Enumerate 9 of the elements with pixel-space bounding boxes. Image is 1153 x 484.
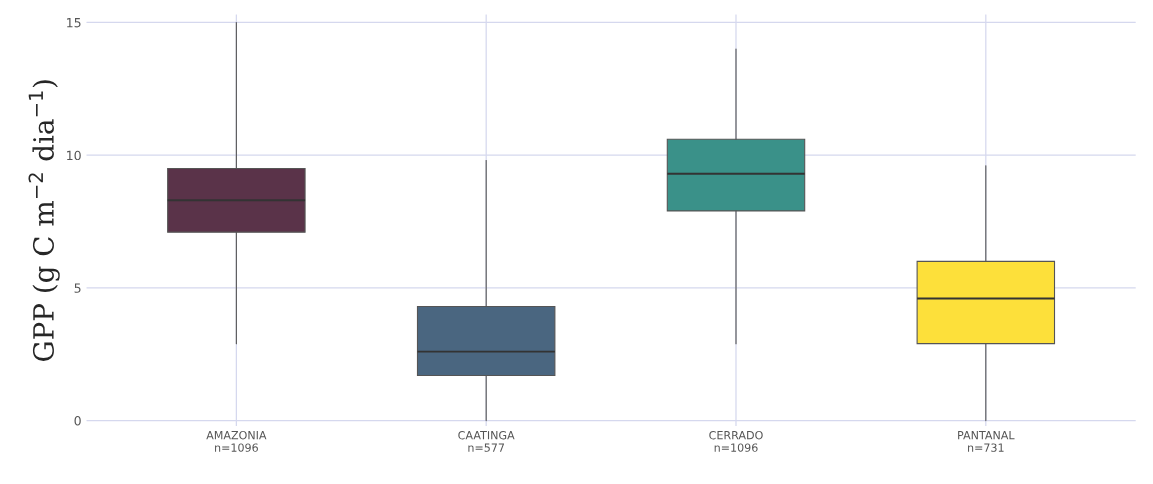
y-tick-label: 5 (74, 283, 81, 293)
x-tick-label: PANTANAL n=731 (958, 431, 1015, 452)
y-tick-label: 15 (67, 18, 81, 28)
x-tick-label: CAATINGA n=577 (458, 430, 515, 452)
y-axis-title: GPP (g C m$^{−2}$ dia$^{−1}$) (28, 80, 60, 362)
y-tick-label: 0 (74, 416, 81, 426)
x-tick-label: CERRADO n=1096 (709, 430, 763, 452)
x-tick-label: AMAZONIA n=1096 (206, 430, 267, 452)
y-tick-label: 10 (67, 150, 81, 161)
